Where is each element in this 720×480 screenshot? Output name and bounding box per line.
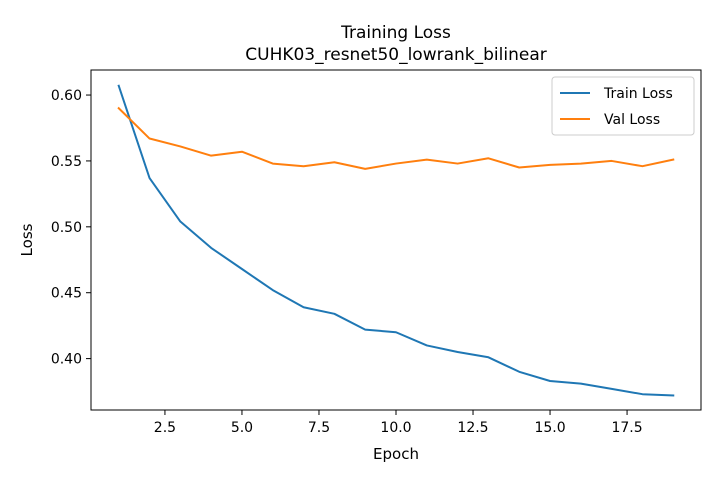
y-axis-label: Loss: [18, 223, 36, 256]
y-tick-label: 0.40: [51, 352, 82, 368]
plot-lines: [117, 84, 675, 397]
legend-label-train-loss: Train Loss: [603, 86, 673, 102]
legend-box: [551, 76, 695, 136]
x-tick-label: 17.5: [611, 420, 642, 436]
chart-title: Training Loss: [340, 23, 451, 43]
series-line-val-loss: [117, 106, 675, 170]
x-tick-label: 10.0: [380, 420, 411, 436]
y-tick-label: 0.50: [51, 220, 82, 236]
chart-subtitle: CUHK03_resnet50_lowrank_bilinear: [245, 45, 547, 65]
y-tick-label: 0.45: [51, 286, 82, 302]
x-tick-label: 15.0: [534, 420, 565, 436]
legend: Train Loss Val Loss: [551, 76, 695, 136]
x-axis-label: Epoch: [373, 445, 419, 463]
x-tick-label: 5.0: [231, 420, 253, 436]
x-tick-label: 7.5: [308, 420, 330, 436]
y-axis: 0.40 0.45 0.50 0.55 0.60: [51, 88, 91, 368]
x-tick-label: 2.5: [154, 420, 176, 436]
y-tick-label: 0.60: [51, 88, 82, 104]
legend-label-val-loss: Val Loss: [604, 112, 660, 128]
series-line-train-loss: [117, 84, 675, 397]
x-tick-label: 12.5: [457, 420, 488, 436]
x-axis: 2.5 5.0 7.5 10.0 12.5 15.0 17.5: [154, 410, 643, 436]
y-tick-label: 0.55: [51, 154, 82, 170]
